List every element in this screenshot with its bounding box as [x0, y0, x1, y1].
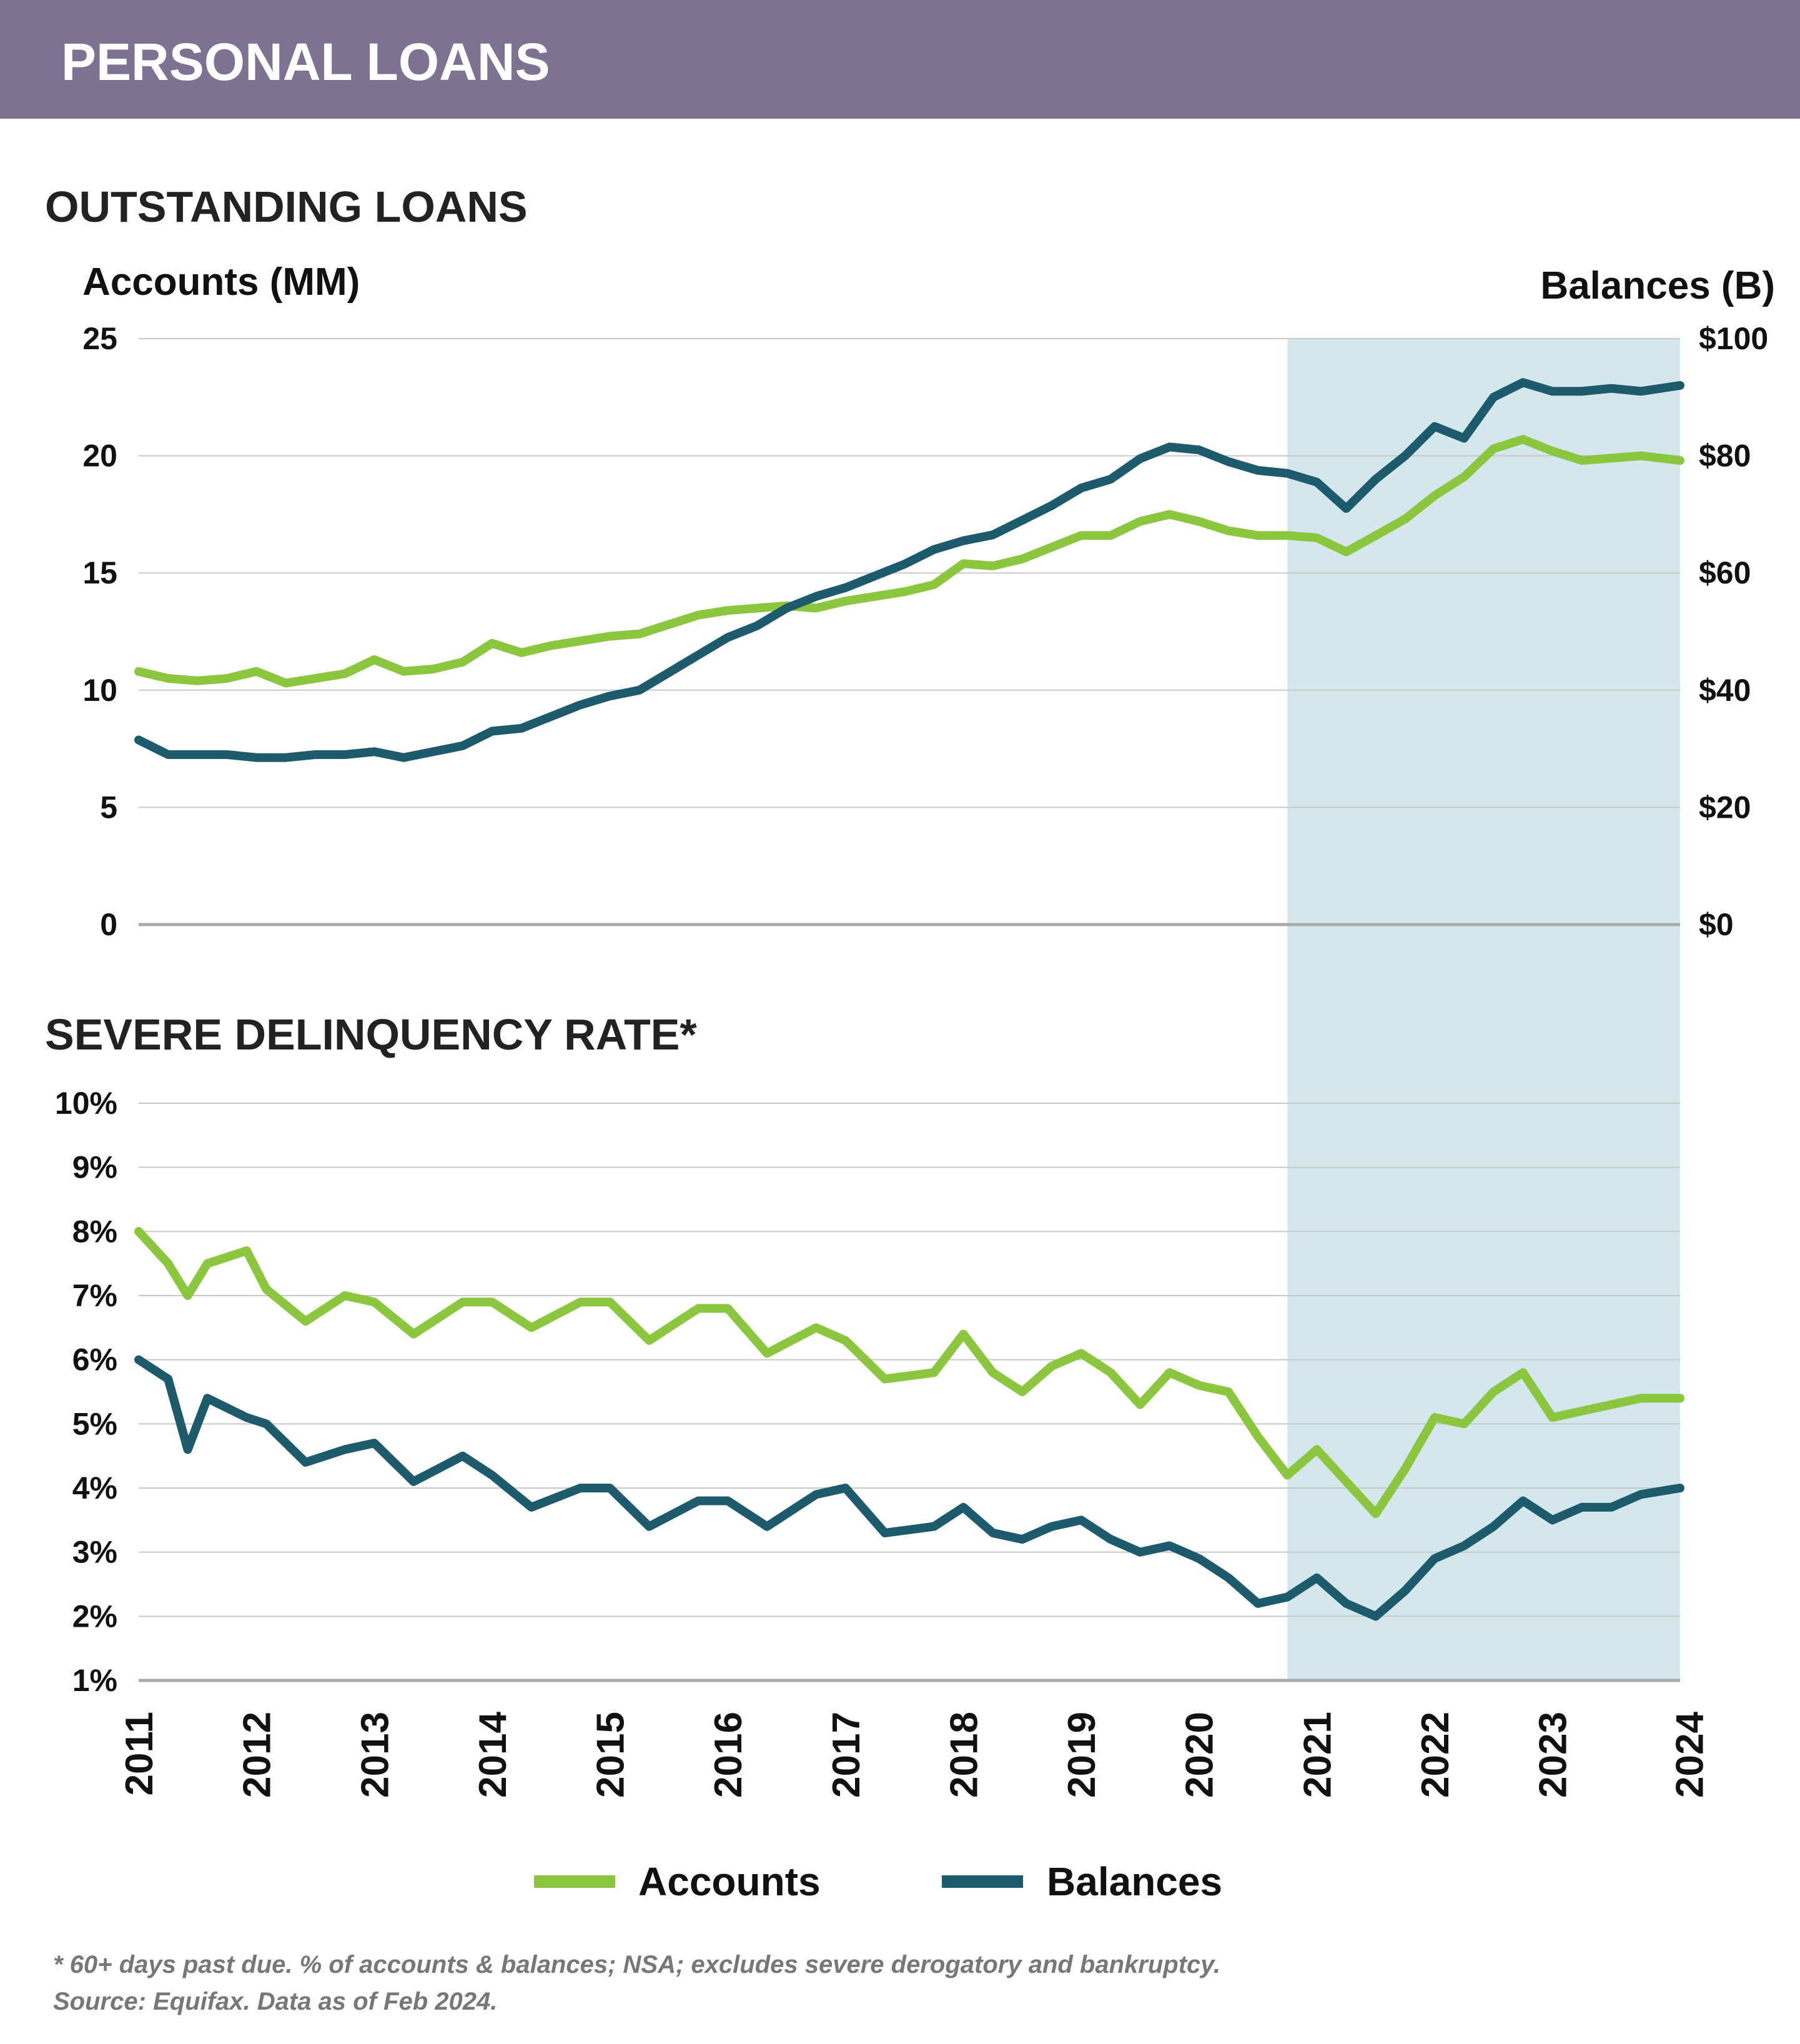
x-tick-label: 2018 — [943, 1712, 986, 1798]
page-title: PERSONAL LOANS — [61, 32, 550, 91]
bottom-tick-label: 9% — [72, 1150, 117, 1185]
top-left-tick-label: 15 — [82, 555, 117, 590]
shaded-region — [1287, 339, 1680, 1680]
x-tick-label: 2011 — [118, 1712, 161, 1796]
x-tick-label: 2023 — [1532, 1712, 1575, 1798]
top-right-tick-label: $100 — [1699, 321, 1768, 356]
bottom-tick-label: 3% — [72, 1535, 117, 1570]
bottom-tick-label: 1% — [72, 1663, 117, 1698]
top-left-tick-label: 25 — [82, 321, 117, 356]
legend-balances-label: Balances — [1047, 1859, 1222, 1904]
x-tick-label: 2024 — [1668, 1711, 1711, 1797]
top-accounts-line — [134, 435, 1684, 688]
x-axis: 2011 2012 2013 2014 2015 2016 2017 2018 2019 2020… — [118, 1711, 1711, 1797]
x-tick-label: 2012 — [236, 1712, 279, 1798]
bottom-tick-label: 2% — [72, 1599, 117, 1634]
x-tick-label: 2022 — [1414, 1712, 1457, 1798]
bottom-tick-label: 10% — [55, 1086, 117, 1121]
top-left-axis-label: Accounts (MM) — [82, 260, 360, 304]
x-tick-label: 2016 — [707, 1712, 750, 1798]
bottom-tick-label: 7% — [72, 1278, 117, 1313]
top-balances-line — [134, 378, 1684, 762]
header-bar — [0, 0, 1800, 119]
bottom-chart-title: SEVERE DELINQUENCY RATE* — [45, 1010, 697, 1059]
top-left-tick-label: 5 — [100, 790, 117, 825]
top-left-tick-label: 0 — [100, 907, 117, 942]
bottom-tick-label: 4% — [72, 1471, 117, 1506]
bottom-accounts-line — [134, 1227, 1684, 1519]
top-left-tick-label: 10 — [82, 673, 117, 708]
bottom-balances-line — [134, 1355, 1684, 1621]
bottom-tick-label: 8% — [72, 1214, 117, 1249]
top-chart-title: OUTSTANDING LOANS — [45, 182, 528, 231]
footnote-definition: * 60+ days past due. % of accounts & bal… — [53, 1951, 1220, 1978]
legend-accounts-label: Accounts — [638, 1859, 821, 1904]
bottom-tick-label: 5% — [72, 1406, 117, 1441]
bottom-tick-label: 6% — [72, 1342, 117, 1377]
plot-layer: 0 5 10 15 20 25 $0 $20 $40 $60 $80 $100 1% 2% 3% 4% 5% 6%… — [55, 321, 1768, 1698]
top-right-axis-label: Balances (B) — [1540, 264, 1775, 307]
footnote-source: Source: Equifax. Data as of Feb 2024. — [53, 1988, 497, 2015]
x-tick-label: 2013 — [354, 1712, 397, 1798]
x-tick-label: 2017 — [825, 1712, 868, 1798]
top-right-tick-label: $40 — [1699, 673, 1751, 708]
legend: Accounts Balances — [534, 1859, 1222, 1904]
x-tick-label: 2015 — [590, 1712, 633, 1798]
x-tick-label: 2021 — [1296, 1712, 1339, 1798]
top-left-tick-label: 20 — [82, 439, 117, 474]
x-tick-label: 2020 — [1179, 1712, 1222, 1798]
top-right-tick-label: $0 — [1699, 907, 1734, 942]
top-right-tick-label: $80 — [1699, 439, 1751, 474]
x-tick-label: 2019 — [1061, 1712, 1104, 1798]
top-right-tick-label: $20 — [1699, 790, 1751, 825]
top-right-tick-label: $60 — [1699, 555, 1751, 590]
x-tick-label: 2014 — [472, 1711, 515, 1797]
